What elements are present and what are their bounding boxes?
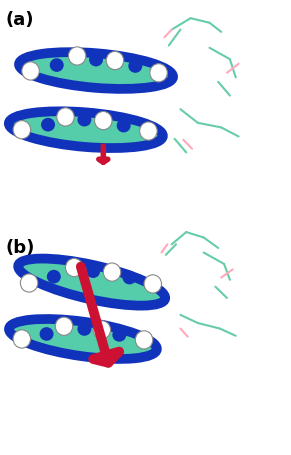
Ellipse shape	[20, 274, 38, 292]
Ellipse shape	[13, 121, 31, 139]
Ellipse shape	[77, 322, 91, 336]
Ellipse shape	[103, 263, 121, 281]
Ellipse shape	[41, 118, 55, 131]
Ellipse shape	[13, 330, 31, 348]
Ellipse shape	[55, 317, 73, 335]
Ellipse shape	[86, 264, 100, 278]
Ellipse shape	[112, 328, 126, 342]
Ellipse shape	[135, 331, 153, 349]
Ellipse shape	[77, 113, 91, 126]
Ellipse shape	[68, 47, 86, 65]
Ellipse shape	[57, 108, 74, 126]
Ellipse shape	[106, 51, 124, 70]
Text: (b): (b)	[6, 239, 35, 257]
Ellipse shape	[65, 258, 83, 277]
Ellipse shape	[95, 111, 112, 130]
Text: (a): (a)	[6, 11, 34, 30]
Ellipse shape	[117, 119, 131, 132]
Ellipse shape	[9, 319, 157, 359]
Ellipse shape	[150, 64, 167, 82]
Ellipse shape	[89, 53, 103, 66]
Ellipse shape	[50, 58, 64, 72]
Ellipse shape	[140, 122, 157, 140]
Ellipse shape	[123, 271, 136, 284]
Ellipse shape	[144, 275, 162, 293]
Ellipse shape	[47, 270, 61, 283]
Ellipse shape	[40, 327, 54, 341]
Ellipse shape	[9, 111, 163, 148]
Ellipse shape	[19, 52, 173, 89]
Ellipse shape	[18, 258, 165, 306]
Ellipse shape	[22, 62, 39, 80]
Ellipse shape	[93, 321, 111, 339]
Ellipse shape	[128, 59, 142, 73]
